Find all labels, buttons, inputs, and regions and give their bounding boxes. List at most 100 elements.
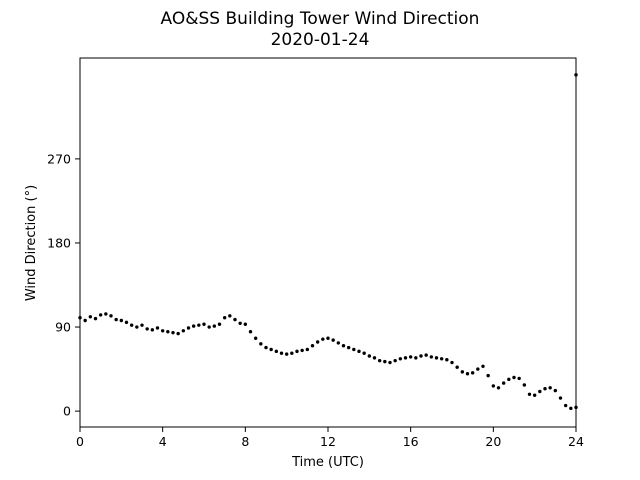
data-point [233,317,237,322]
data-point [341,344,346,348]
data-point [377,358,382,363]
data-point [398,357,403,361]
data-point [259,342,263,346]
data-point [424,353,428,357]
data-point [279,351,284,355]
data-point [155,326,160,330]
data-point [284,352,289,356]
data-point [145,327,149,331]
y-tick-label: 90 [55,320,71,335]
data-point [109,314,113,318]
data-point [470,371,475,375]
data-point [450,360,454,365]
data-point [331,338,335,342]
data-point [548,386,552,390]
data-point [295,349,299,354]
data-point [98,313,103,317]
data-point [150,328,155,332]
x-tick-label: 0 [76,434,84,449]
data-point [414,356,418,360]
data-point [321,337,325,341]
x-tick-label: 20 [485,434,501,449]
data-point [439,357,444,361]
data-point [305,347,310,352]
data-point [171,330,175,335]
data-point [543,386,547,391]
data-point [217,322,222,326]
y-tick-label: 0 [63,404,71,419]
data-point [569,406,573,411]
data-point [465,372,470,376]
data-point [315,340,320,344]
data-point [372,356,377,360]
data-point [253,336,258,340]
data-point [135,325,139,329]
data-point [362,351,366,355]
data-point [445,358,449,362]
data-point [367,354,372,358]
data-point [176,331,180,336]
data-point [501,381,506,385]
data-point [83,318,87,323]
data-point [486,373,490,378]
data-point [522,383,527,387]
x-axis-ticks: 0 4 8 12 16 20 24 [76,427,584,449]
data-point [476,367,480,371]
data-point [124,320,129,325]
data-point [563,403,568,408]
data-point [429,355,434,359]
data-point [558,396,563,400]
data-point [93,316,98,321]
data-point [481,364,485,368]
chart-title: AO&SS Building Tower Wind Direction [161,9,480,29]
data-point [553,388,558,393]
data-point [290,351,294,355]
data-point [140,323,144,327]
data-point [197,323,201,327]
y-tick-label: 270 [47,151,71,166]
data-point [222,316,227,320]
data-point [491,384,496,388]
data-point [166,330,170,334]
data-point [310,344,315,348]
data-point [248,330,253,334]
data-point [388,360,392,365]
data-point [408,355,413,359]
data-point [336,341,341,345]
data-point [403,356,408,360]
y-tick-label: 180 [47,235,71,250]
data-point [202,322,206,326]
data-point [238,321,242,326]
data-point [119,318,124,323]
data-point [274,349,279,354]
data-point [191,324,196,328]
data-point [527,392,532,397]
data-point [357,349,361,354]
y-axis-label: Wind Direction (°) [24,185,39,301]
data-point [243,322,248,326]
data-point [455,365,459,369]
data-point [207,325,211,329]
data-point [383,359,387,364]
data-point [393,358,397,363]
data-point [326,336,330,340]
data-point [212,324,217,328]
data-point [186,326,191,330]
data-point [512,375,516,380]
x-tick-label: 24 [568,434,584,449]
data-point [88,315,93,319]
y-axis-ticks: 0 90 180 270 [47,151,80,419]
data-point [129,323,134,327]
data-point [104,312,108,316]
data-point [269,347,273,352]
data-point [181,329,186,333]
data-point [264,345,268,350]
data-point [517,376,521,381]
x-tick-label: 8 [241,434,249,449]
x-axis-label: Time (UTC) [291,455,364,470]
data-point [346,345,351,350]
data-point [434,356,439,360]
data-point [352,347,356,352]
data-point [532,393,537,397]
